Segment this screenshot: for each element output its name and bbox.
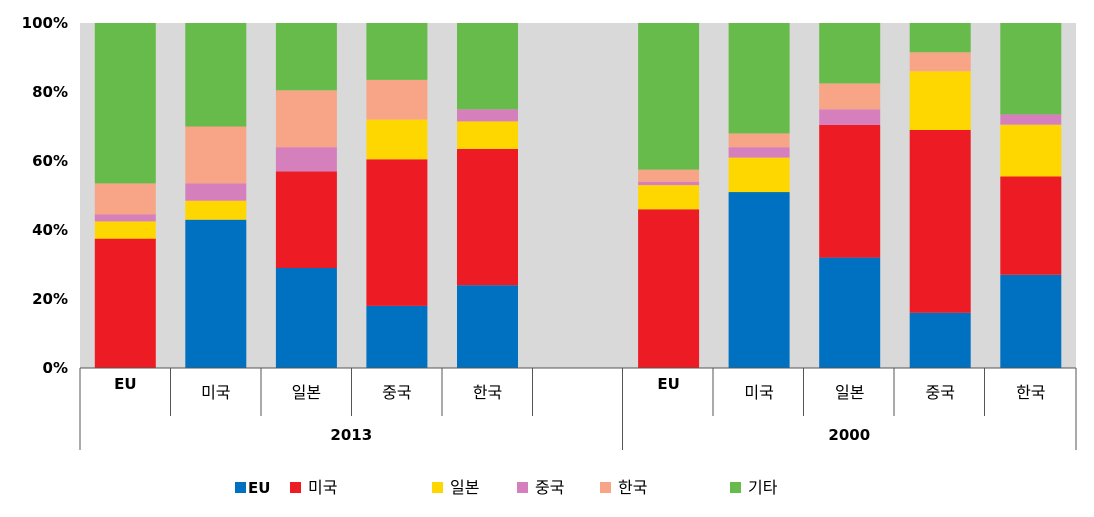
legend-label-3: 중국	[535, 478, 564, 497]
bar-segment-2013-0-5	[94, 23, 156, 184]
category-label: 일본	[292, 383, 321, 402]
bar-segment-2013-0-2	[94, 221, 156, 239]
category-label: EU	[114, 375, 136, 393]
legend-swatch-4	[600, 482, 611, 493]
category-label: EU	[657, 375, 679, 393]
bar-segment-2013-2-4	[275, 90, 337, 148]
bar-segment-2000-0-2	[638, 185, 700, 210]
category-label: 일본	[835, 383, 864, 402]
bar-segment-2013-0-3	[94, 214, 156, 222]
y-tick-label: 100%	[22, 14, 68, 32]
bar-segment-2013-1-4	[185, 126, 247, 184]
bar-segment-2013-2-3	[275, 147, 337, 172]
bar-segment-2000-3-5	[909, 23, 971, 53]
legend-label-0: EU	[248, 479, 270, 497]
bar-segment-2013-4-2	[457, 121, 518, 149]
bar-segment-2000-0-1	[638, 209, 700, 368]
bar-segment-2013-4-1	[457, 148, 518, 286]
bar-segment-2013-0-4	[94, 183, 156, 215]
bar-segment-2000-3-4	[909, 52, 971, 72]
category-label: 한국	[1016, 383, 1045, 402]
bar-segment-2013-3-5	[366, 23, 428, 80]
bar-segments	[94, 23, 1062, 368]
y-tick-label: 20%	[32, 290, 68, 308]
bar-segment-2000-1-2	[728, 157, 790, 193]
legend-swatch-3	[517, 482, 528, 493]
bar-segment-2000-3-2	[909, 71, 971, 130]
bar-segment-2000-1-5	[728, 23, 790, 134]
bar-segment-2013-4-3	[457, 109, 518, 122]
bar-segment-2000-4-5	[1000, 23, 1062, 115]
category-label: 중국	[382, 383, 411, 402]
bar-segment-2013-0-1	[94, 238, 156, 368]
legend-label-2: 일본	[450, 478, 479, 497]
bar-segment-2000-1-4	[728, 133, 790, 148]
bar-segment-2000-2-5	[819, 23, 881, 84]
legend: EU 미국 일본 중국 한국 기타	[235, 478, 778, 497]
bar-segment-2013-2-0	[275, 267, 337, 368]
bar-segment-2000-3-1	[909, 130, 971, 313]
bar-segment-2000-2-0	[819, 257, 881, 368]
bar-segment-2013-1-5	[185, 23, 247, 127]
legend-label-5: 기타	[748, 478, 778, 497]
bar-segment-2000-4-0	[1000, 274, 1062, 368]
bar-segment-2000-0-3	[638, 181, 700, 186]
bar-segment-2000-3-0	[909, 312, 971, 368]
legend-label-1: 미국	[308, 478, 337, 497]
y-axis-ticks: 0% 20% 40% 60% 80% 100%	[22, 14, 68, 377]
legend-swatch-2	[432, 482, 443, 493]
bar-segment-2013-4-0	[457, 285, 518, 368]
bar-segment-2013-3-1	[366, 159, 428, 306]
bar-segment-2013-2-1	[275, 171, 337, 268]
group-label-2000: 2000	[828, 426, 870, 444]
legend-label-4: 한국	[618, 478, 647, 497]
legend-swatch-0	[235, 482, 246, 493]
category-label: 미국	[744, 383, 773, 402]
bar-segment-2000-4-2	[1000, 124, 1062, 177]
y-tick-label: 0%	[43, 359, 68, 377]
category-axis: EU 미국 일본 중국 한국 2013 EU 미국 일본 중국 한국 2000	[79, 367, 1077, 450]
bar-segment-2013-1-0	[185, 219, 247, 368]
bar-segment-2000-1-3	[728, 147, 790, 158]
bar-segment-2013-1-2	[185, 200, 247, 220]
bar-segment-2000-4-3	[1000, 114, 1062, 125]
legend-swatch-5	[730, 482, 741, 493]
y-tick-label: 60%	[32, 152, 68, 170]
bar-segment-2000-2-4	[819, 83, 881, 110]
group-label-2013: 2013	[330, 426, 372, 444]
bar-segment-2000-1-0	[728, 192, 790, 368]
bar-segment-2013-1-3	[185, 183, 247, 201]
y-tick-label: 40%	[32, 221, 68, 239]
bar-segment-2000-2-3	[819, 109, 881, 125]
bar-segment-2013-3-4	[366, 79, 428, 120]
legend-swatch-1	[290, 482, 301, 493]
y-tick-label: 80%	[32, 83, 68, 101]
bar-segment-2000-0-4	[638, 169, 700, 182]
bar-segment-2013-2-5	[275, 23, 337, 91]
category-label: 중국	[925, 383, 954, 402]
bar-segment-2013-3-0	[366, 305, 428, 368]
bar-segment-2000-2-1	[819, 124, 881, 258]
bar-segment-2000-4-1	[1000, 176, 1062, 275]
category-label: 한국	[473, 383, 502, 402]
bar-segment-2013-3-2	[366, 119, 428, 160]
bar-segment-2000-0-5	[638, 23, 700, 170]
bar-segment-2013-4-5	[457, 23, 518, 110]
category-label: 미국	[201, 383, 230, 402]
